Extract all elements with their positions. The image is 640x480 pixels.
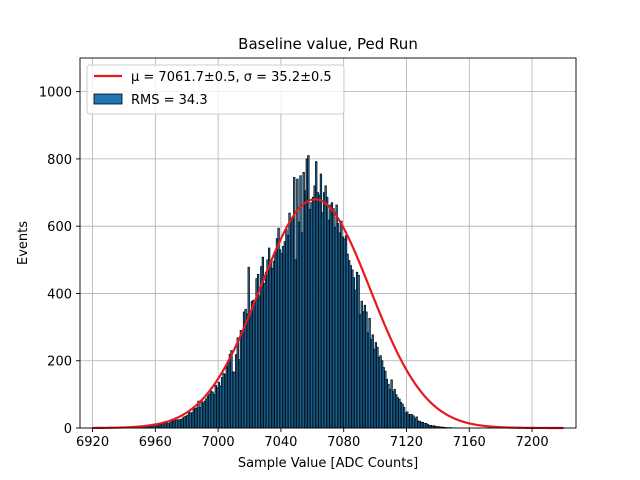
y-axis-label: Events	[16, 221, 31, 265]
legend-box	[86, 64, 345, 115]
x-tick-label: 7120	[390, 435, 423, 450]
x-tick-label: 6960	[139, 435, 172, 450]
y-tick-label: 1000	[39, 86, 72, 101]
y-tick-label: 800	[47, 153, 72, 168]
x-tick-label: 6920	[76, 435, 109, 450]
legend-histogram-swatch	[93, 93, 123, 105]
x-tick-label: 7160	[453, 435, 486, 450]
plot-frame	[79, 57, 577, 429]
x-axis-ticks: 6920 6960 7000 7040 7080 7120 7160 7200	[76, 428, 549, 450]
x-axis-label: Sample Value [ADC Counts]	[238, 456, 418, 471]
legend-histogram-label: RMS = 34.3	[131, 93, 208, 108]
y-tick-label: 400	[47, 287, 72, 302]
x-tick-label: 7000	[202, 435, 235, 450]
y-tick-label: 200	[47, 355, 72, 370]
legend: μ = 7061.7±0.5, σ = 35.2±0.5 RMS = 34.3	[86, 64, 345, 115]
y-tick-label: 0	[64, 422, 72, 437]
chart-title: Baseline value, Ped Run	[238, 35, 418, 53]
y-tick-label: 600	[47, 220, 72, 235]
y-axis-ticks: 0 200 400 600 800 1000	[39, 86, 80, 437]
x-tick-label: 7200	[516, 435, 549, 450]
x-tick-label: 7080	[327, 435, 360, 450]
x-tick-label: 7040	[264, 435, 297, 450]
legend-fit-label: μ = 7061.7±0.5, σ = 35.2±0.5	[131, 70, 332, 85]
gaussian-fit-curve	[92, 198, 564, 430]
